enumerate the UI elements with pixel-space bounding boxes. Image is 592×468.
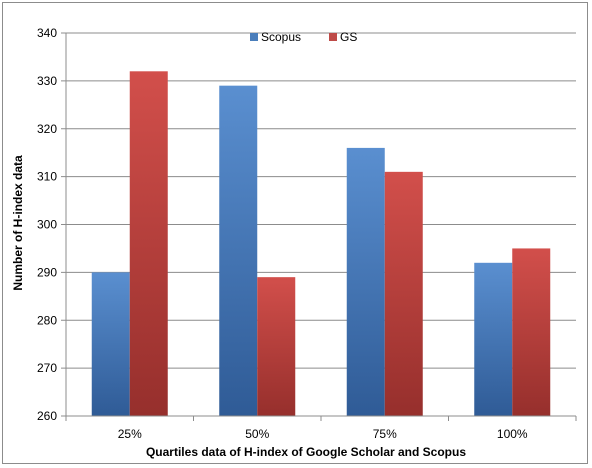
y-tick-label: 340: [37, 26, 57, 40]
y-tick-label: 320: [37, 122, 57, 136]
legend: Scopus GS: [250, 30, 357, 44]
y-tick-label: 280: [37, 313, 57, 327]
legend-label-scopus: Scopus: [261, 30, 301, 44]
y-tick-label: 330: [37, 74, 57, 88]
bar-gs-75pct: [384, 171, 423, 416]
x-axis-title: Quartiles data of H-index of Google Scho…: [146, 445, 466, 459]
bar-gs-25pct: [129, 71, 168, 417]
legend-swatch-gs: [329, 33, 337, 41]
y-tick-label: 270: [37, 361, 57, 375]
x-tick-label: 50%: [245, 427, 269, 441]
bars: [91, 71, 551, 417]
y-tick-label: 260: [37, 409, 57, 423]
bar-scopus-100pct: [474, 262, 513, 416]
bar-scopus-50pct: [219, 85, 258, 416]
legend-label-gs: GS: [340, 30, 357, 44]
x-tick-label: 100%: [497, 427, 528, 441]
bar-scopus-75pct: [346, 147, 385, 416]
tick-labels: 260 270 280 290 300 310 320 330 340 25% 50% 75% 100%: [37, 26, 528, 441]
y-tick-label: 300: [37, 218, 57, 232]
legend-swatch-scopus: [250, 33, 258, 41]
bar-gs-50pct: [257, 277, 296, 416]
x-tick-label: 25%: [118, 427, 142, 441]
y-tick-label: 290: [37, 265, 57, 279]
x-tick-label: 75%: [373, 427, 397, 441]
y-axis-title: Number of H-index data: [11, 155, 25, 291]
bar-scopus-25pct: [91, 272, 130, 416]
y-tick-label: 310: [37, 170, 57, 184]
bar-gs-100pct: [512, 248, 551, 416]
axes: [61, 32, 577, 421]
